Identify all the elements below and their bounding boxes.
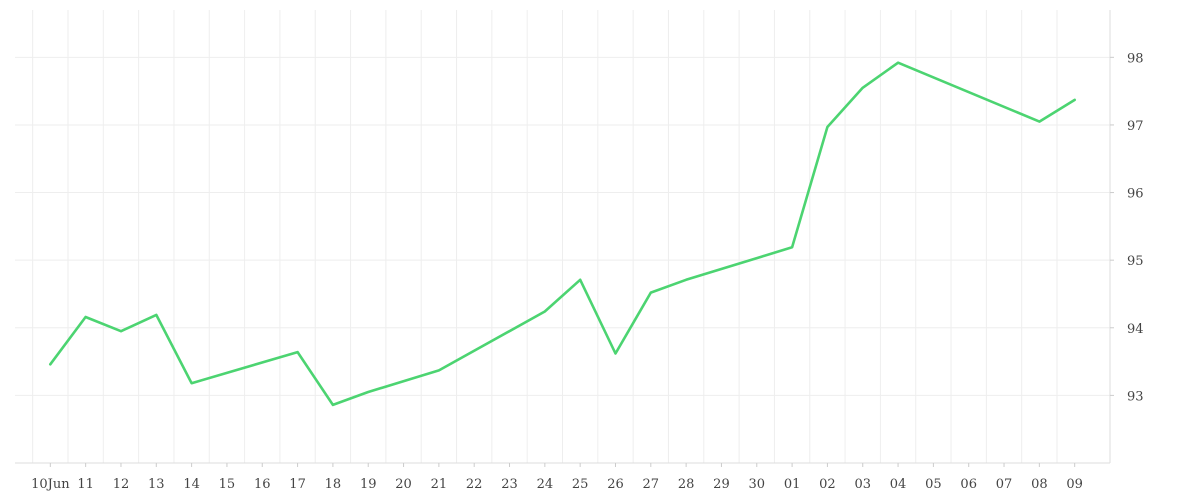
- x-tick-label: 12: [113, 477, 130, 492]
- x-tick-label: 06: [960, 477, 977, 492]
- x-tick-label: 07: [996, 477, 1013, 492]
- x-tick-label: 23: [501, 477, 518, 492]
- x-tick-label: 16: [254, 477, 271, 492]
- x-tick-label: 15: [219, 477, 236, 492]
- x-tick-label: 25: [572, 477, 589, 492]
- x-axis-ticks: 10Jun 11 12 13 14 15 16 17 18 19 20 21 22 23 24 25 26 27 2…: [31, 463, 1083, 492]
- y-gridlines: [15, 56, 1110, 396]
- y-axis-ticks: 93 94 95 96 97 98: [1110, 51, 1144, 404]
- y-tick-label: 96: [1127, 187, 1144, 202]
- x-gridlines: [32, 10, 1058, 463]
- x-tick-label: 09: [1066, 477, 1083, 492]
- x-tick-label: 03: [854, 477, 871, 492]
- x-tick-label: 17: [289, 477, 306, 492]
- x-tick-label: 29: [713, 477, 730, 492]
- y-tick-label: 98: [1127, 51, 1144, 66]
- y-tick-label: 93: [1127, 389, 1144, 404]
- x-tick-label: 28: [678, 477, 695, 492]
- x-tick-label: 05: [925, 477, 942, 492]
- x-tick-label: 11: [77, 477, 94, 492]
- x-tick-label: 26: [607, 477, 624, 492]
- y-tick-label: 97: [1127, 119, 1144, 134]
- x-tick-label: 27: [643, 477, 660, 492]
- x-tick-label: 14: [183, 477, 200, 492]
- x-tick-label: 20: [395, 477, 412, 492]
- x-tick-label: 04: [890, 477, 907, 492]
- y-tick-label: 94: [1127, 322, 1144, 337]
- x-tick-label: 21: [431, 477, 448, 492]
- x-tick-label: 30: [749, 477, 766, 492]
- x-tick-label: 10Jun: [31, 477, 70, 492]
- x-tick-label: 22: [466, 477, 483, 492]
- x-tick-label: 19: [360, 477, 377, 492]
- x-tick-label: 13: [148, 477, 165, 492]
- x-tick-label: 01: [784, 477, 801, 492]
- y-tick-label: 95: [1127, 254, 1144, 269]
- x-tick-label: 18: [325, 477, 342, 492]
- price-series-line: [49, 61, 1076, 407]
- x-tick-label: 02: [819, 477, 836, 492]
- x-tick-label: 24: [537, 477, 554, 492]
- x-tick-label: 08: [1031, 477, 1048, 492]
